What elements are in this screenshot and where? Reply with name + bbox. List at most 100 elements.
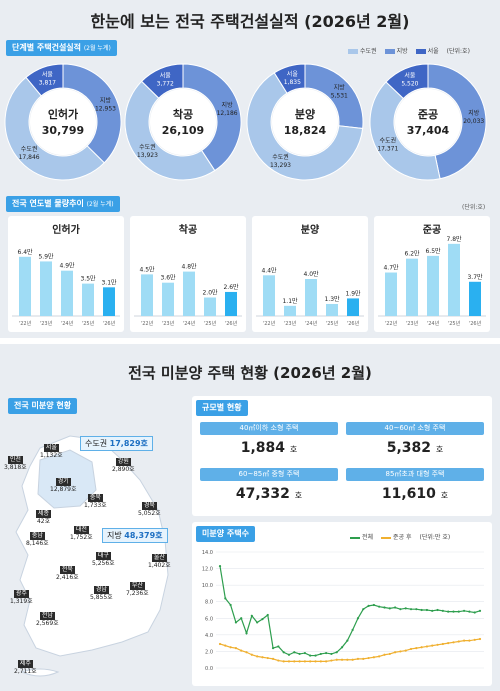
donut-3-seoul-label: 서울 (404, 72, 416, 80)
scale-label-1: 40㎡이하 소형 주택 (200, 422, 338, 435)
bar-label-3-2: 6.5만 (425, 247, 441, 255)
line-point-1-39 (425, 645, 429, 648)
line-point-1-31 (383, 653, 386, 656)
donut-3-slice-local (427, 63, 487, 180)
line-series-0 (219, 565, 481, 657)
line-point-0-18 (314, 654, 317, 657)
capital-callout-label: 수도권 (85, 439, 108, 448)
bar-label-3-1: 6.2만 (404, 250, 420, 258)
line-point-1-49 (478, 637, 482, 641)
bar-label-3-3: 7.8만 (446, 235, 462, 243)
donut-3-capital-label: 수도권 (380, 136, 397, 144)
region-gyeongnam: 경남 5,855호 (90, 586, 113, 601)
donut-2-slice-capital (246, 72, 364, 181)
line-point-0-26 (356, 617, 360, 620)
unsold-line-chart: 0.0 2.0 4.0 6.0 8.0 10.0 12.0 14.0 (202, 550, 484, 672)
legend-after: 준공 후 (381, 532, 412, 541)
bar-2-3 (326, 303, 338, 316)
line-point-1-19 (319, 660, 322, 663)
bar-title-permit: 인허가 (52, 225, 80, 236)
bar-tick-0-2: '24년 (61, 320, 74, 327)
line-point-1-12 (282, 660, 285, 663)
region-jeju: 제주 2,711호 (14, 660, 37, 675)
donut-1-slice-local (182, 63, 242, 172)
line-point-1-16 (303, 660, 306, 663)
donut-1-local-value: 12,186 (217, 110, 238, 117)
line-point-0-41 (436, 608, 439, 612)
line-point-1-29 (372, 656, 375, 659)
donut-3-seoul-value: 5,520 (401, 81, 418, 88)
line-point-1-33 (394, 651, 397, 654)
line-point-1-10 (271, 657, 275, 660)
donut-0-local-label: 지방 (100, 96, 112, 104)
region-daegu: 대구 5,256호 (92, 552, 115, 567)
bar-label-3-4: 3.7만 (467, 273, 483, 281)
line-point-0-11 (277, 645, 280, 648)
legend-total: 전체 (350, 532, 373, 541)
line-point-1-11 (277, 659, 280, 662)
bar-tick-2-3: '25년 (326, 320, 339, 327)
bar-tick-0-4: '26년 (103, 320, 116, 327)
line-point-1-3 (234, 647, 238, 650)
bar-tick-0-0: '22년 (19, 320, 32, 327)
bar-1-1 (162, 282, 174, 316)
korea-map (15, 435, 169, 677)
bar-0-0 (19, 256, 31, 316)
stage-tag-note: (2월 누계) (83, 45, 111, 52)
line-point-1-44 (452, 641, 455, 644)
bar-chart-complete: 4.7만 '22년 6.2만 '23년 6.5만 '24년 7.8만 '25년 3.7만 '26년 (378, 235, 486, 327)
bar-2-0 (263, 275, 275, 316)
scale-cell-1: 40㎡이하 소형 주택 1,884 호 (200, 422, 338, 456)
unsold-title: 전국 미분양 주택 현황 (2026년 2월) (128, 364, 372, 382)
bar-panel-start: 착공 4.5만 '22년 3.6만 '23년 4.8만 '24년 2.0만 '25년 2.6만 '2… (130, 216, 246, 332)
line-ytick-4: 8.0 (205, 600, 213, 606)
line-point-1-40 (431, 644, 434, 647)
line-point-1-23 (340, 658, 344, 661)
line-point-0-13 (287, 653, 291, 656)
bar-1-2 (183, 271, 195, 316)
region-gwangju: 광주 1,319호 (10, 590, 33, 605)
bar-2-4 (347, 298, 359, 316)
line-ytick-2: 4.0 (205, 633, 213, 639)
region-seoul: 서울 1,132호 (40, 444, 63, 459)
donut-3-name: 준공 (418, 108, 438, 121)
line-point-1-9 (266, 656, 269, 660)
line-card: 미분양 주택수 전체 준공 후 (단위:만 호) 0.0 2.0 4.0 6.0 8.0… (192, 522, 492, 686)
bar-panel-permit: 인허가 6.4만 '22년 5.9만 '23년 4.9만 '24년 3.5만 '25년 3.1만 '… (8, 216, 124, 332)
bar-label-2-2: 4.0만 (303, 270, 319, 278)
line-point-0-36 (409, 608, 413, 611)
donut-legend: 수도권 지방 서울 (단위:호) (348, 46, 470, 55)
donut-1-seoul-value: 3,772 (157, 81, 174, 88)
donut-1-local-label: 지방 (222, 101, 234, 109)
donut-1-total: 26,109 (162, 124, 204, 137)
scale-tag: 규모별 현황 (196, 400, 248, 416)
donut-0-slice-seoul (25, 63, 64, 97)
scale-cell-4: 85㎡초과 대형 주택 11,610 호 (346, 468, 484, 502)
bar-tick-1-0: '22년 (141, 320, 154, 327)
donut-3-slice-capital (369, 81, 441, 181)
line-point-0-4 (240, 617, 243, 620)
donut-3-total: 37,404 (407, 124, 450, 137)
bar-3-4 (469, 281, 481, 316)
line-point-0-46 (462, 609, 466, 612)
scale-cell-2: 40~60㎡ 소형 주택 5,382 호 (346, 422, 484, 456)
line-point-0-38 (420, 608, 423, 612)
bar-title-complete: 준공 (422, 225, 442, 236)
bar-title-sale: 분양 (300, 225, 320, 236)
donut-2-local-value: 5,531 (331, 92, 348, 99)
construction-title: 한눈에 보는 전국 주택건설실적 (2026년 2월) (90, 12, 410, 31)
line-point-1-21 (330, 659, 333, 662)
bar-0-4 (103, 287, 115, 316)
bar-label-1-1: 3.6만 (160, 274, 176, 282)
jeju-shape (20, 668, 60, 677)
local-callout-value: 48,379호 (124, 531, 163, 540)
line-point-0-28 (367, 604, 370, 607)
region-chungbuk: 충북 1,733호 (84, 494, 107, 509)
line-point-1-24 (346, 658, 349, 661)
unsold-section: 전국 미분양 주택 현황 (2026년 2월) 전국 미분양 현황 수도권 17… (0, 344, 500, 691)
region-sejong: 세종 42호 (36, 510, 52, 525)
line-point-1-8 (261, 656, 264, 659)
bar-tick-2-1: '23년 (284, 320, 297, 327)
line-point-1-5 (245, 651, 248, 654)
line-point-0-24 (346, 639, 349, 642)
